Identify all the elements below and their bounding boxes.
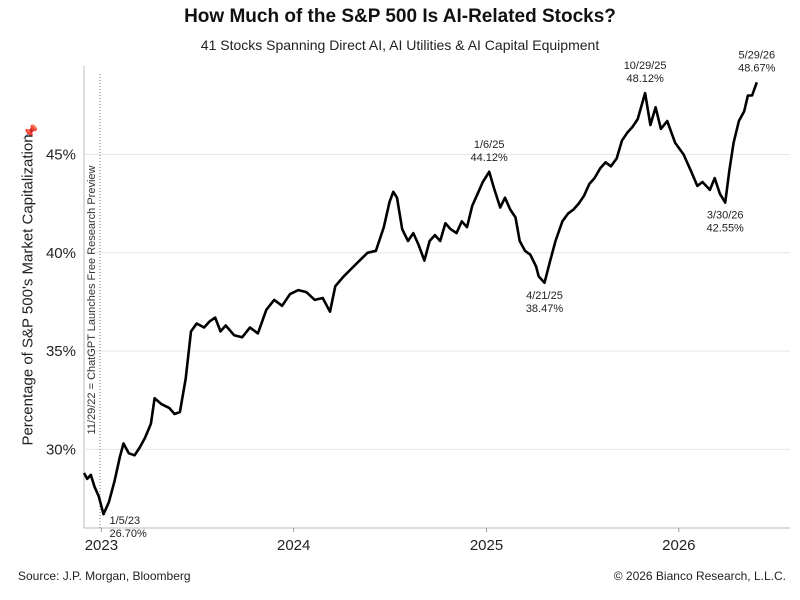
x-tick-label: 2026 bbox=[662, 537, 695, 554]
copyright-note: © 2026 Bianco Research, L.L.C. bbox=[613, 569, 786, 583]
annotation-date: 1/5/23 bbox=[109, 515, 140, 527]
annotation-date: 4/21/25 bbox=[526, 290, 563, 302]
source-note: Source: J.P. Morgan, Bloomberg bbox=[18, 569, 191, 583]
x-tick-label: 2024 bbox=[277, 537, 310, 554]
annotation-date: 1/6/25 bbox=[474, 139, 505, 151]
y-tick-label: 35% bbox=[46, 343, 76, 360]
annotation-value: 48.67% bbox=[738, 62, 776, 74]
y-tick-label: 45% bbox=[46, 146, 76, 163]
annotation-date: 5/29/26 bbox=[738, 49, 775, 61]
y-tick-label: 30% bbox=[46, 441, 76, 458]
annotation-value: 44.12% bbox=[471, 152, 509, 164]
series-line bbox=[82, 81, 759, 516]
chatgpt-launch-label: 11/29/22 = ChatGPT Launches Free Researc… bbox=[86, 165, 98, 434]
x-tick-label: 2025 bbox=[470, 537, 503, 554]
annotation-date: 3/30/26 bbox=[707, 210, 744, 222]
annotation-value: 38.47% bbox=[526, 303, 564, 315]
pin-icon[interactable]: 📌 bbox=[22, 124, 39, 139]
chart-subtitle: 41 Stocks Spanning Direct AI, AI Utiliti… bbox=[200, 37, 600, 53]
annotation-date: 10/29/25 bbox=[624, 60, 667, 72]
chart-title: How Much of the S&P 500 Is AI-Related St… bbox=[184, 6, 616, 27]
y-tick-label: 40% bbox=[46, 245, 76, 262]
annotation-value: 42.55% bbox=[707, 223, 745, 235]
annotation-value: 26.70% bbox=[109, 528, 147, 540]
x-tick-label: 2023 bbox=[85, 537, 118, 554]
annotation-value: 48.12% bbox=[626, 73, 664, 85]
